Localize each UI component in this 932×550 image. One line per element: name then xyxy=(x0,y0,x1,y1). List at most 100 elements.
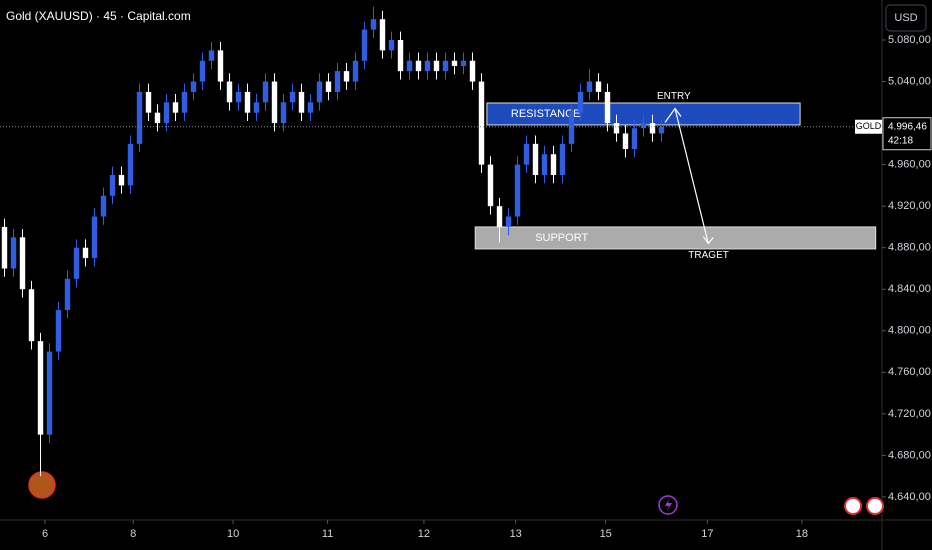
candle-body xyxy=(289,91,296,103)
candle-body xyxy=(577,91,584,113)
flag-icon[interactable] xyxy=(866,497,884,515)
x-tick-label: 12 xyxy=(418,528,430,540)
candle-body xyxy=(460,60,467,66)
candle-body xyxy=(613,123,620,134)
candle-body xyxy=(352,60,359,82)
candle-body xyxy=(190,81,197,92)
candle-body xyxy=(163,102,170,124)
countdown: 42:18 xyxy=(888,135,913,146)
candle-body xyxy=(37,341,44,435)
candle-body xyxy=(64,278,71,311)
y-tick-label: 4.920,00 xyxy=(888,200,931,212)
candle-body xyxy=(28,289,35,342)
candle-body xyxy=(109,174,116,196)
candle-body xyxy=(235,91,242,103)
x-tick-label: 18 xyxy=(796,528,808,540)
candle-body xyxy=(145,91,152,113)
y-tick-label: 4.760,00 xyxy=(888,366,931,378)
y-tick-label: 4.680,00 xyxy=(888,449,931,461)
candle-body xyxy=(271,81,278,124)
candle-body xyxy=(451,60,458,66)
candle-body xyxy=(199,60,206,82)
candle-body xyxy=(73,247,80,279)
candle-body xyxy=(397,39,404,72)
candle-body xyxy=(559,143,566,175)
y-tick-label: 4.840,00 xyxy=(888,283,931,295)
candle-body xyxy=(127,143,134,186)
candle-body xyxy=(55,310,62,352)
x-tick-label: 17 xyxy=(701,528,713,540)
candle-body xyxy=(172,102,179,113)
low-marker xyxy=(28,471,56,499)
event-bolt xyxy=(665,499,672,511)
candle-body xyxy=(469,60,476,82)
x-tick-label: 13 xyxy=(510,528,522,540)
candle-body xyxy=(1,226,8,269)
y-tick-label: 4.720,00 xyxy=(888,408,931,420)
flag-icon[interactable] xyxy=(844,497,862,515)
entry-leg xyxy=(664,107,682,123)
candle-body xyxy=(478,81,485,165)
x-tick-label: 11 xyxy=(322,528,333,540)
candle-body xyxy=(280,102,287,124)
candle-body xyxy=(19,237,26,290)
candle-body xyxy=(100,195,107,217)
candle-body xyxy=(82,247,89,259)
y-tick-label: 5.040,00 xyxy=(888,75,931,87)
candle-body xyxy=(505,216,512,227)
candle-body xyxy=(343,71,350,82)
candle-body xyxy=(217,50,224,82)
candle-body xyxy=(388,39,395,51)
candle-body xyxy=(325,81,332,92)
arrow xyxy=(674,108,709,244)
candle-body xyxy=(415,60,422,72)
candle-body xyxy=(523,143,530,165)
candle-body xyxy=(604,91,611,124)
candle-body xyxy=(334,71,341,92)
entry-label: ENTRY xyxy=(657,91,691,102)
candle-body xyxy=(118,174,125,186)
event-icon[interactable] xyxy=(658,495,678,515)
arrow-head xyxy=(702,236,714,245)
candle-body xyxy=(361,29,368,61)
candle-body xyxy=(595,81,602,92)
candle-body xyxy=(253,102,260,113)
candle-body xyxy=(496,206,503,227)
candle-body xyxy=(10,237,17,269)
candle-body xyxy=(631,128,638,150)
zone-label: RESISTANCE xyxy=(511,108,580,120)
symbol-box xyxy=(855,119,882,134)
x-tick-label: 6 xyxy=(42,528,48,540)
candle-body xyxy=(181,91,188,113)
candle-body xyxy=(136,91,143,144)
y-tick-label: 4.640,00 xyxy=(888,491,931,503)
currency[interactable]: USD xyxy=(894,12,917,24)
candle-body xyxy=(487,164,494,207)
candle-body xyxy=(91,216,98,259)
candle-body xyxy=(46,351,53,435)
candle-body xyxy=(532,143,539,175)
candle-body xyxy=(154,112,161,124)
candle-body xyxy=(658,126,665,134)
y-tick-label: 4.960,00 xyxy=(888,159,931,171)
candle-body xyxy=(433,60,440,72)
x-tick-label: 8 xyxy=(130,528,136,540)
candle-body xyxy=(262,81,269,103)
candle-body xyxy=(406,60,413,72)
x-tick-label: 15 xyxy=(600,528,612,540)
candle-body xyxy=(550,154,557,175)
candle-body xyxy=(541,154,548,175)
zone-label: SUPPORT xyxy=(535,232,588,244)
y-tick-label: 5.080,00 xyxy=(888,34,931,46)
candle-body xyxy=(226,81,233,103)
candle-body xyxy=(208,50,215,61)
candle-body xyxy=(649,123,656,134)
currency-button[interactable] xyxy=(885,4,927,32)
target-label: TRAGET xyxy=(688,250,729,261)
y-tick-label: 4.800,00 xyxy=(888,325,931,337)
candle-body xyxy=(298,91,305,113)
x-tick-label: 10 xyxy=(227,528,239,540)
